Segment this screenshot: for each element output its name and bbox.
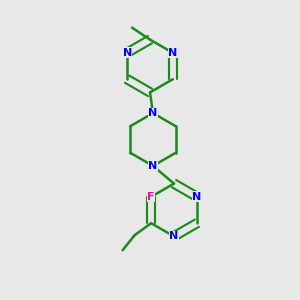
Text: N: N: [122, 48, 132, 58]
Text: F: F: [147, 192, 155, 202]
Text: N: N: [169, 231, 178, 242]
Text: N: N: [168, 48, 178, 58]
Text: N: N: [192, 192, 202, 202]
Text: N: N: [148, 108, 158, 118]
Text: N: N: [148, 161, 158, 171]
